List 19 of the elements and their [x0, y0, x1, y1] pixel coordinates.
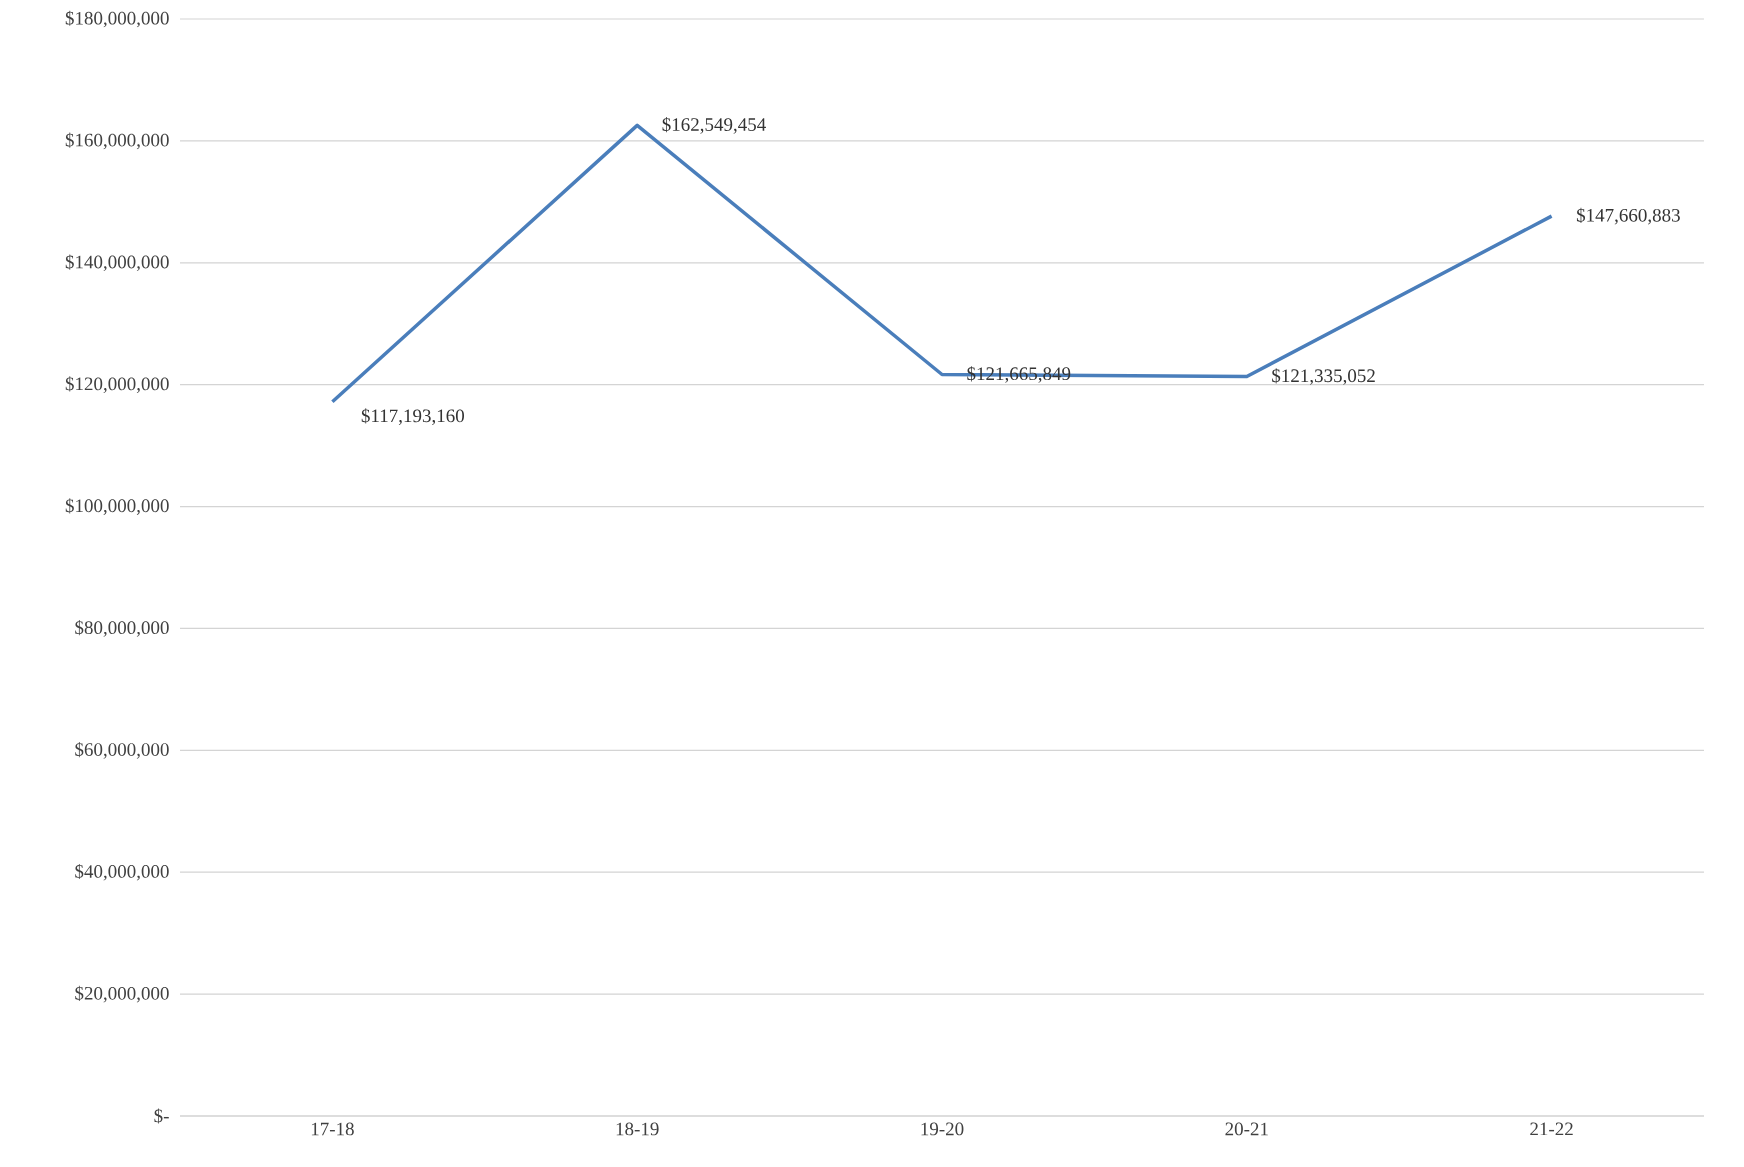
y-tick-label: $40,000,000	[75, 863, 169, 881]
data-label: $162,549,454	[662, 117, 766, 134]
x-tick-label: 20-21	[1225, 1122, 1268, 1136]
x-tick-label: 19-20	[921, 1122, 964, 1136]
y-tick-label: $180,000,000	[65, 10, 169, 28]
data-label: $121,335,052	[1272, 368, 1375, 385]
x-tick-label: 18-19	[616, 1122, 659, 1136]
y-tick-label: $-	[154, 1108, 169, 1124]
x-tick-label: 17-18	[311, 1122, 354, 1136]
y-tick-label: $100,000,000	[65, 498, 169, 515]
y-tick-label: $60,000,000	[75, 742, 169, 759]
data-label: $147,660,883	[1576, 207, 1680, 225]
y-tick-label: $160,000,000	[65, 132, 169, 150]
x-tick-label: 21-22	[1530, 1122, 1573, 1136]
y-tick-label: $80,000,000	[75, 620, 169, 637]
data-label: $117,193,160	[361, 408, 464, 425]
y-tick-label: $140,000,000	[65, 254, 169, 272]
y-tick-label: $120,000,000	[65, 376, 169, 393]
y-tick-label: $20,000,000	[75, 985, 169, 1003]
